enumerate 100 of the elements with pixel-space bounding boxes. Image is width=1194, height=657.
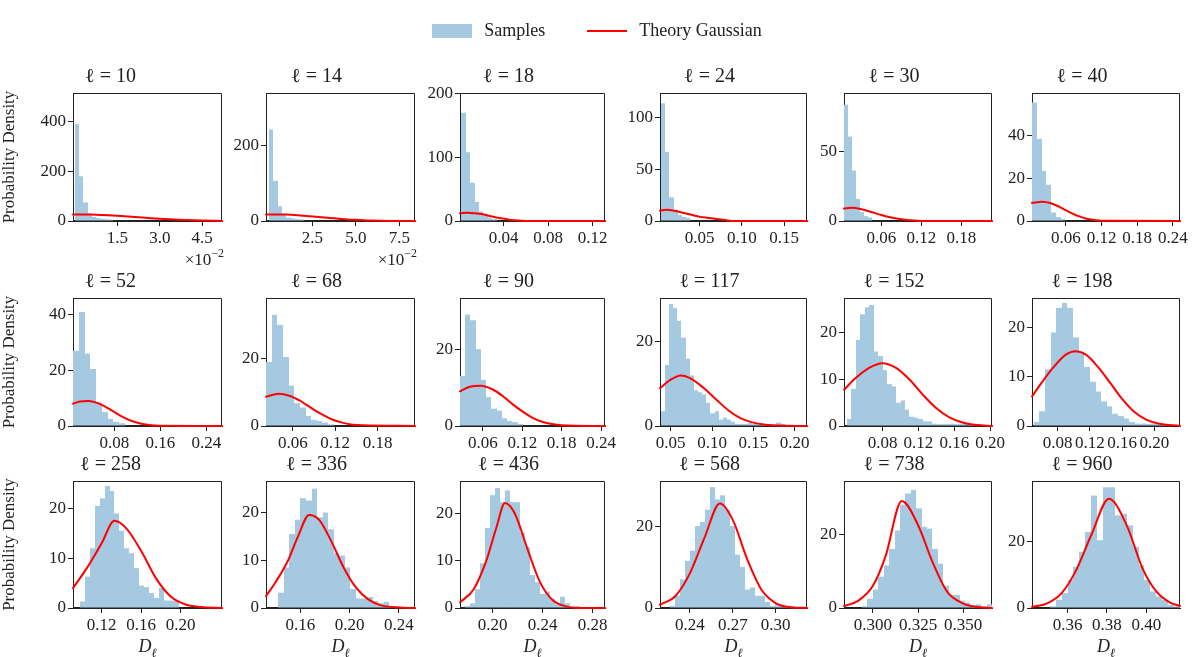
x-tick-label: 0.16 [1107,432,1137,452]
x-tick-label: 0.12 [903,432,934,452]
y-tick-label: 0 [250,415,259,435]
x-tick-label: 0.18 [546,432,577,452]
chart-title: ℓ = 24 [684,64,735,87]
chart-title: ℓ = 10 [85,64,136,87]
x-tick-label: 0.24 [384,614,415,634]
y-tick-label: 20 [49,359,66,379]
chart-title: ℓ = 52 [85,269,136,292]
chart-title: ℓ = 738 [863,452,925,475]
x-tick-label: 0.15 [738,432,769,452]
y-tick-label: 0 [828,597,837,617]
x-tick-label: 0.05 [655,432,686,452]
x-tick-label: 0.30 [760,614,791,634]
x-tick-label: 0.12 [1075,432,1105,452]
x-tick-label: 0.24 [191,432,222,452]
y-tick-label: 0 [1016,597,1025,617]
x-tick-label: 0.20 [165,614,196,634]
x-tick-label: 0.12 [577,227,608,247]
chart-title: ℓ = 40 [1056,64,1108,87]
y-tick-label: 20 [436,503,453,523]
x-tick-label: 0.10 [697,432,727,452]
chart-title: ℓ = 152 [863,269,925,292]
x-tick-label: 0.16 [126,614,156,634]
chart-title: ℓ = 30 [868,64,920,87]
x-tick-label: 0.05 [684,227,715,247]
x-tick-label: 0.20 [334,614,365,634]
y-tick-label: 0 [444,210,453,230]
x-tick-label: 0.16 [285,614,316,634]
x-tick-label: 0.20 [477,614,508,634]
y-tick-label: 20 [820,322,837,342]
y-tick-label: 100 [427,146,453,166]
x-tick-label: 0.04 [488,227,519,247]
y-tick-label: 20 [242,501,259,521]
x-tick-label: 0.24 [675,614,706,634]
y-tick-label: 10 [49,547,66,567]
legend-label: Samples [484,20,546,41]
x-tick-label: 7.5 [388,227,410,247]
x-tick-label: 0.24 [1157,227,1189,247]
y-tick-label: 20 [636,331,653,351]
chart-title: ℓ = 68 [291,269,342,292]
y-tick-label: 10 [1008,366,1025,386]
y-tick-label: 200 [233,134,259,154]
y-axis-title: Probability Density [0,295,18,429]
x-tick-label: 5.0 [345,227,367,247]
x-tick-label: 2.5 [301,227,324,247]
y-tick-label: 200 [40,160,66,180]
y-tick-label: 20 [49,497,66,517]
x-tick-label: 0.27 [717,614,749,634]
y-tick-label: 0 [57,415,66,435]
y-tick-label: 0 [644,415,653,435]
chart-title: ℓ = 960 [1051,452,1113,475]
x-tick-label: 0.18 [1122,227,1153,247]
x-tick-label: 0.28 [577,614,608,634]
y-tick-label: 0 [57,210,66,230]
y-axis-title: Probability Density [0,90,18,224]
x-tick-label: 0.08 [99,432,130,452]
legend-label: Theory Gaussian [639,20,762,41]
x-tick-label: 0.06 [468,432,498,452]
y-tick-label: 0 [57,597,66,617]
x-tick-label: 1.5 [106,227,129,247]
chart-title: ℓ = 90 [483,269,534,292]
y-tick-label: 400 [40,111,66,131]
y-tick-label: 0 [1016,415,1025,435]
y-tick-label: 10 [436,550,453,570]
x-tick-label: 0.12 [320,432,351,452]
x-tick-label: 0.12 [507,432,538,452]
y-tick-label: 20 [1008,317,1025,337]
chart-title: ℓ = 14 [291,64,342,87]
x-tick-label: 0.40 [1131,614,1162,634]
x-tick-label: 0.06 [866,227,897,247]
y-tick-label: 0 [444,597,453,617]
x-tick-label: 0.38 [1092,614,1122,634]
y-tick-label: 0 [1016,210,1025,230]
y-tick-label: 50 [820,141,837,161]
y-tick-label: 10 [820,368,837,388]
y-tick-label: 0 [644,597,653,617]
y-tick-label: 0 [250,210,259,230]
x-tick-label: 0.06 [1051,227,1081,247]
chart-title: ℓ = 568 [679,452,740,475]
y-tick-label: 0 [828,415,837,435]
y-tick-label: 0 [644,210,653,230]
chart-title: ℓ = 258 [80,452,141,475]
x-tick-label: 0.24 [586,432,617,452]
y-tick-label: 10 [242,549,259,569]
y-tick-label: 20 [436,338,453,358]
x-tick-label: 0.08 [1042,432,1073,452]
x-tick-label: 0.08 [867,432,898,452]
x-tick-label: 0.20 [779,432,810,452]
y-tick-label: 40 [1008,125,1025,145]
y-axis-title: Probability Density [0,477,18,611]
x-tick-label: 0.18 [362,432,393,452]
x-tick-label: 0.20 [975,432,1006,452]
x-tick-label: 0.16 [145,432,176,452]
x-tick-label: 4.5 [191,227,213,247]
x-tick-label: 0.300 [853,614,892,634]
x-tick-label: 0.12 [86,614,117,634]
x-tick-label: 0.06 [277,432,308,452]
chart-title: ℓ = 117 [679,269,740,292]
chart-title: ℓ = 436 [478,452,539,475]
